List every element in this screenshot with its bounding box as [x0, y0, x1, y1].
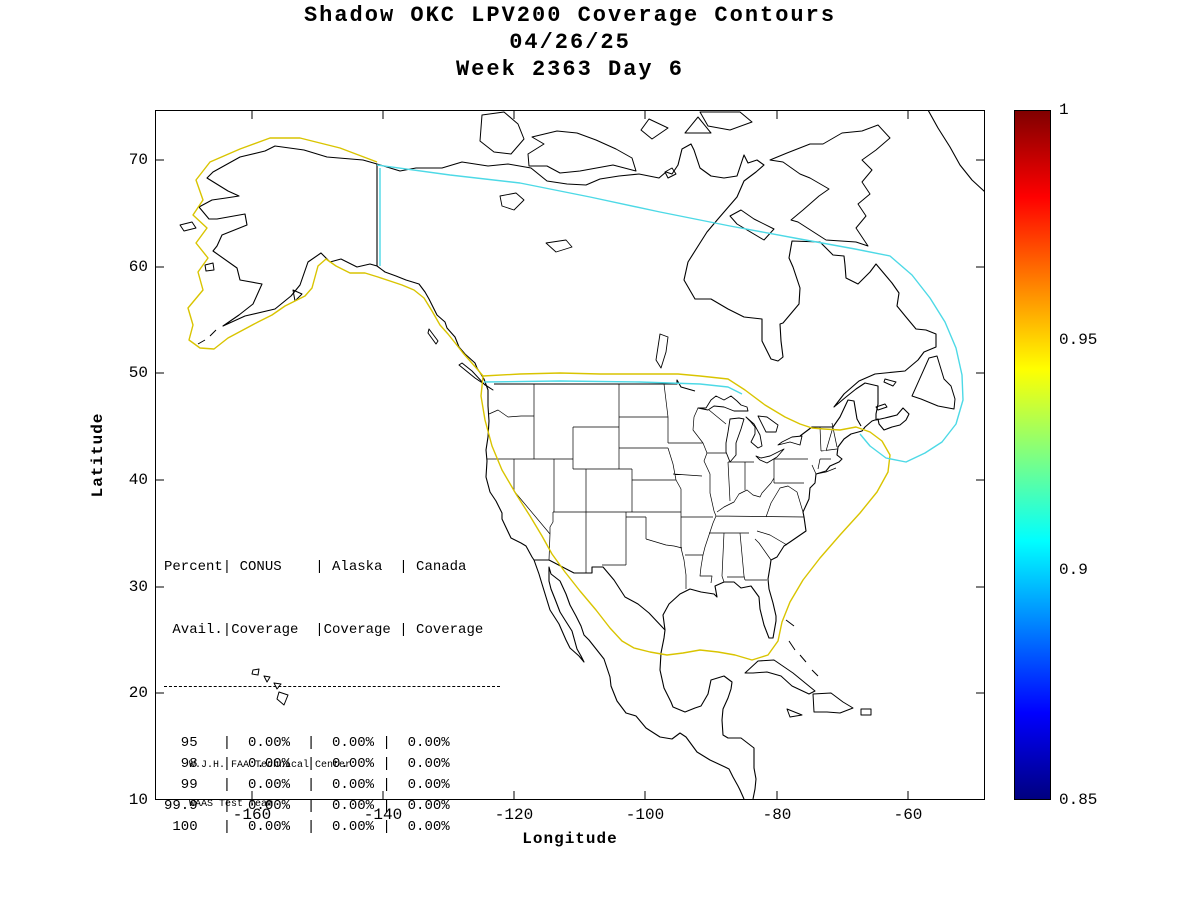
great-slave-lake — [545, 239, 573, 253]
state-border-lines — [487, 383, 838, 589]
coverage-table-separator — [164, 686, 500, 687]
pacific-coastline — [376, 265, 745, 800]
colorbar-tick-label: 0.9 — [1059, 561, 1088, 579]
x-tick-label: -60 — [893, 806, 923, 824]
y-tick-label: 10 — [128, 791, 148, 809]
lake-superior — [697, 395, 749, 412]
aleutian-islands — [197, 329, 217, 345]
banks-island — [479, 111, 525, 155]
x-tick-label: -160 — [232, 806, 272, 824]
lake-huron — [745, 416, 763, 449]
state-borders — [487, 383, 838, 589]
contour-090-border-strip — [483, 380, 743, 395]
coverage-table: Percent| CONUS | Alaska | Canada Avail.|… — [164, 515, 500, 880]
credit-line-1: W.J.H. FAA Technical Center — [189, 760, 352, 771]
x-tick-label: -80 — [762, 806, 792, 824]
lake-erie — [755, 448, 785, 464]
haida-gwaii — [427, 328, 439, 345]
contour-095-alaska — [187, 137, 484, 377]
colorbar — [1014, 110, 1051, 800]
great-bear-lake — [499, 192, 525, 211]
coverage-table-row: 95 | 0.00% | 0.00% | 0.00% — [164, 735, 450, 751]
bahamas — [785, 619, 819, 677]
coverage-table-header-1: Percent| CONUS | Alaska | Canada — [164, 559, 467, 575]
baffin-island — [769, 124, 891, 247]
us-mexico-border — [534, 559, 666, 631]
colorbar-tick-label: 0.95 — [1059, 331, 1098, 349]
coverage-table-header-2: Avail.|Coverage |Coverage | Coverage — [164, 622, 484, 638]
contour-095-conus — [480, 372, 891, 661]
victoria-island — [527, 130, 637, 174]
contour-level-090 — [376, 164, 964, 463]
x-axis-label: Longitude — [522, 830, 618, 848]
x-tick-label: -120 — [494, 806, 534, 824]
georgian-bay — [757, 415, 779, 433]
map-canvas — [156, 110, 985, 800]
lake-michigan — [725, 417, 745, 463]
y-tick-label: 50 — [128, 364, 148, 382]
title-line-3: Week 2363 Day 6 — [455, 57, 685, 82]
greenland-coastline — [927, 110, 985, 193]
st-lawrence-island — [179, 221, 197, 232]
coverage-table-row: 99.9 | 0.00% | 0.00% | 0.00% — [164, 798, 450, 814]
coverage-table-row: 98 | 0.00% | 0.00% | 0.00% — [164, 756, 450, 772]
atlantic-arctic-coastline — [376, 143, 937, 800]
cuba — [744, 659, 816, 695]
plot-area: Percent| CONUS | Alaska | Canada Avail.|… — [155, 110, 985, 835]
lake-winnipeg — [655, 333, 669, 369]
colorbar-tick-label: 1 — [1059, 101, 1069, 119]
us-canada-border — [494, 379, 862, 437]
hispaniola — [812, 692, 854, 714]
lake-ontario — [777, 435, 803, 446]
coverage-table-rows: 95 | 0.00% | 0.00% | 0.00% 98 | 0.00% | … — [164, 733, 500, 838]
x-tick-label: -140 — [363, 806, 403, 824]
title-line-1: Shadow OKC LPV200 Coverage Contours — [303, 3, 837, 28]
southampton-island — [729, 209, 775, 241]
islands — [179, 111, 956, 718]
y-tick-label: 60 — [128, 258, 148, 276]
y-tick-label: 70 — [128, 151, 148, 169]
title-line-2: 04/26/25 — [509, 30, 631, 55]
king-william-island — [664, 167, 677, 179]
newfoundland — [911, 355, 956, 410]
prince-edward-island — [875, 403, 888, 411]
nunivak-island — [204, 262, 215, 272]
chart-title-block: Shadow OKC LPV200 Coverage Contours 04/2… — [155, 2, 985, 83]
somerset-island — [684, 116, 712, 134]
y-tick-label: 30 — [128, 578, 148, 596]
credit-text: W.J.H. FAA Technical Center WAAS Test Te… — [189, 733, 351, 837]
alaska-coastline — [198, 145, 378, 327]
contour-090-canada-arc — [376, 164, 964, 463]
credit-line-2: WAAS Test Team — [189, 799, 274, 810]
y-tick-label: 20 — [128, 684, 148, 702]
hawaii-islands — [251, 668, 289, 706]
coastlines — [198, 110, 985, 800]
puerto-rico — [860, 708, 872, 716]
y-tick-label: 40 — [128, 471, 148, 489]
colorbar-tick-label: 0.85 — [1059, 791, 1098, 809]
coverage-table-row: 99 | 0.00% | 0.00% | 0.00% — [164, 777, 450, 793]
prince-of-wales-island — [640, 118, 669, 140]
contour-level-095 — [187, 137, 891, 661]
vancouver-island — [458, 362, 494, 391]
anticosti-island — [883, 378, 897, 387]
lakes — [499, 192, 803, 464]
jamaica — [786, 708, 803, 718]
kodiak-island — [292, 289, 303, 302]
coverage-table-row: 100 | 0.00% | 0.00% | 0.00% — [164, 819, 450, 835]
axis-tick-marks — [156, 111, 984, 799]
x-tick-label: -100 — [625, 806, 665, 824]
devon-island — [699, 111, 753, 131]
